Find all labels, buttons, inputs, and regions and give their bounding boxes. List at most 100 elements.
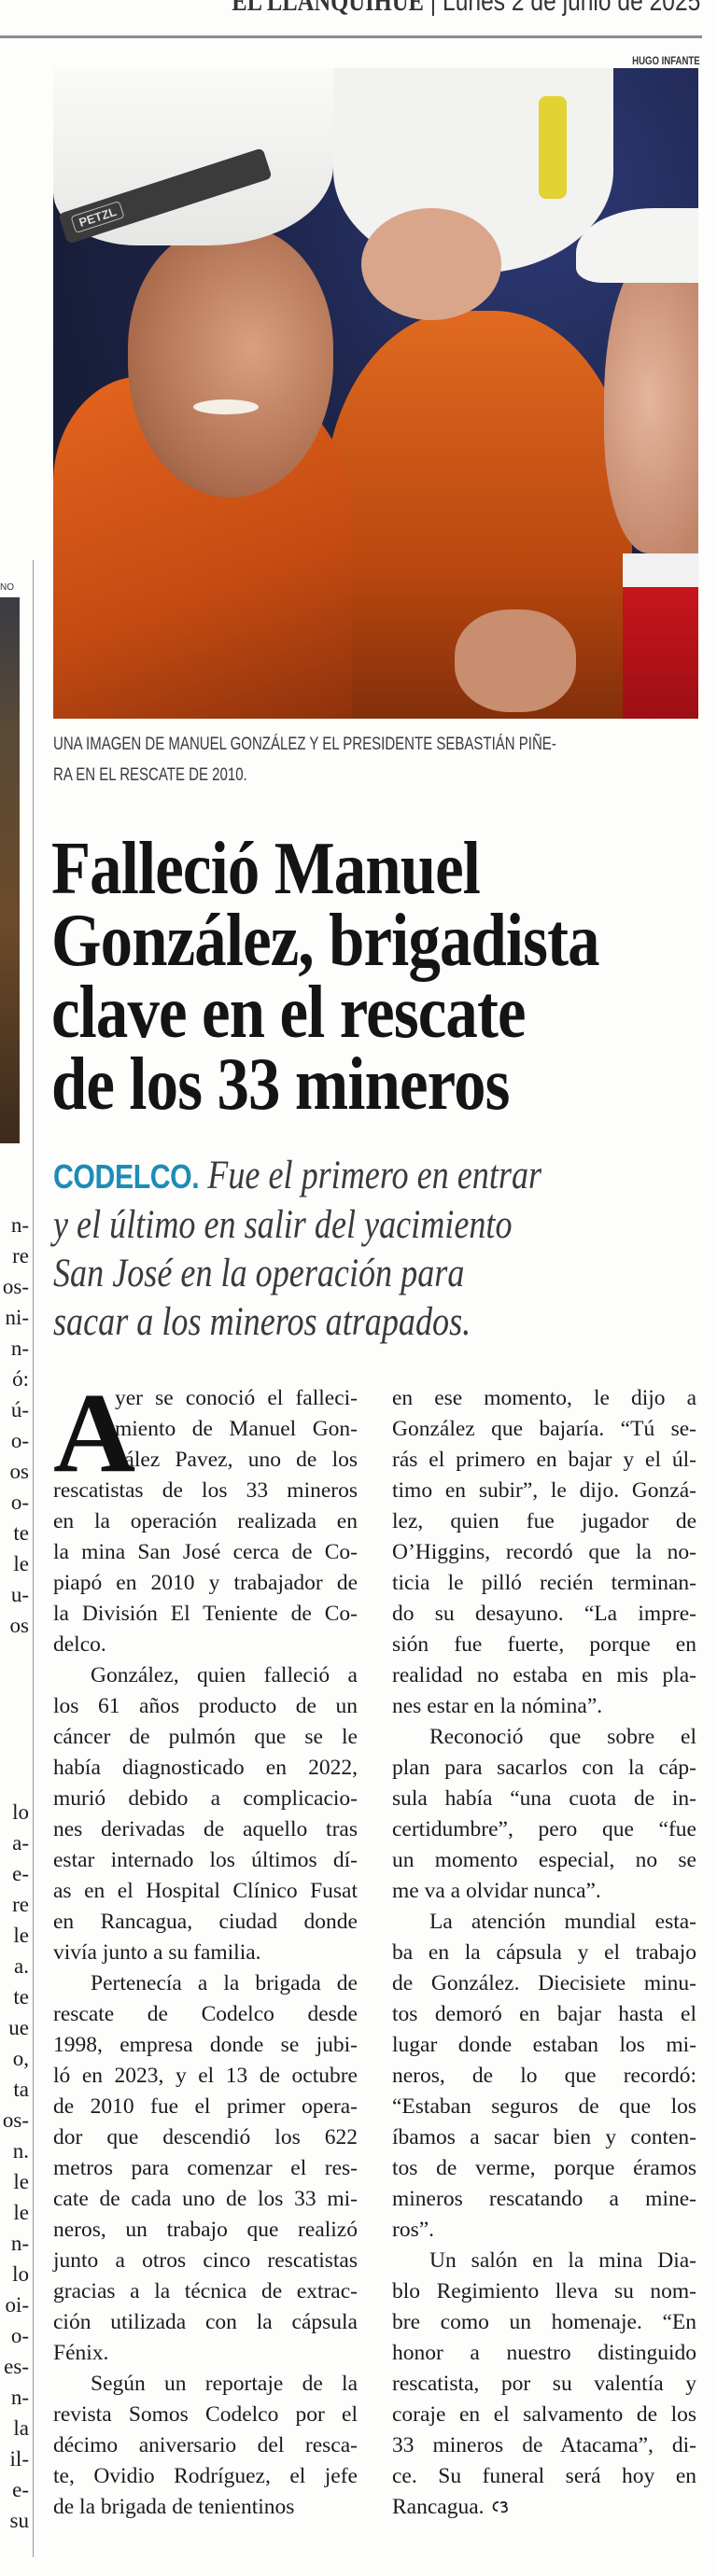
body-line: Fénix. — [53, 2338, 358, 2369]
body-text: ción utilizada con la cápsula — [53, 2310, 358, 2334]
body-text: Un salón en la mina Dia- — [429, 2248, 696, 2273]
issue-date: Lunes 2 de junio de 2025 — [442, 0, 700, 17]
body-text: zález Pavez, uno de los — [115, 1448, 358, 1472]
body-text: ló en 2023, y el 13 de octubre — [53, 2064, 358, 2088]
body-line: de González. Diecisiete minu- — [392, 1968, 696, 1999]
body-text: estar internado los últimos dí- — [53, 1848, 358, 1872]
body-line: ticia le pilló recién terminan- — [392, 1568, 696, 1599]
body-line: la División El Teniente de Co- — [53, 1599, 358, 1630]
neighbor-fragment: le — [13, 1552, 29, 1575]
masthead-separator: | — [423, 0, 443, 17]
body-text: coraje en el salvamento de los — [392, 2402, 696, 2427]
body-line: Un salón en la mina Dia- — [392, 2246, 696, 2276]
neighbor-fragment: te — [13, 1521, 29, 1545]
body-line: estar internado los últimos dí- — [53, 1845, 358, 1876]
body-text: as en el Hospital Clínico Fusat — [53, 1879, 358, 1903]
body-text: en ese momento, le dijo a — [392, 1386, 696, 1410]
body-line: ló en 2023, y el 13 de octubre — [53, 2061, 358, 2092]
body-text: cate de cada uno de los 33 mi- — [53, 2187, 358, 2211]
drop-cap: A — [53, 1370, 136, 1496]
neighbor-fragment: n- — [10, 2232, 29, 2255]
neighbor-fragment: a- — [12, 1831, 29, 1855]
body-text: ba en la cápsula y el trabajo — [392, 1940, 696, 1965]
body-text: González, quien falleció a — [91, 1663, 358, 1687]
body-line: junto a otros cinco rescatistas — [53, 2246, 358, 2276]
body-line: O’Higgins, recordó que la no- — [392, 1537, 696, 1568]
body-text: íbamos a sacar bien y conten- — [392, 2125, 696, 2149]
body-line: González que bajaría. “Tú se- — [392, 1414, 696, 1445]
body-text: gracias a la técnica de extrac- — [53, 2279, 358, 2303]
body-text: sula había “una cuota de in- — [392, 1786, 696, 1811]
body-line: sión fue fuerte, porque en — [392, 1630, 696, 1660]
body-text: rás el primero en bajar y el úl- — [392, 1448, 696, 1472]
body-text: décimo aniversario del resca- — [53, 2433, 358, 2457]
body-line: honor a nuestro distinguido — [392, 2338, 696, 2369]
neighbor-photo — [0, 597, 20, 1143]
body-text: ros”. — [392, 2218, 435, 2242]
body-text: de González. Diecisiete minu- — [392, 1971, 696, 1995]
body-line: tos de verme, porque éramos — [392, 2153, 696, 2184]
photo-caption: UNA IMAGEN DE MANUEL GONZÁLEZ Y EL PRESI… — [53, 729, 643, 791]
body-column-2: en ese momento, le dijo a González que ba… — [392, 1383, 696, 2523]
body-line: Pertenecía a la brigada de — [53, 1968, 358, 1999]
neighbor-fragment: a. — [14, 1954, 29, 1978]
body-column-1: A yer se conoció el falleci-miento de Ma… — [53, 1370, 358, 2523]
body-text: nes estar en la nómina”. — [392, 1694, 603, 1718]
body-text: la División El Teniente de Co- — [53, 1602, 358, 1626]
body-line: había diagnosticado en 2022, — [53, 1753, 358, 1784]
body-line: de 2010 fue el primer opera- — [53, 2092, 358, 2122]
neighbor-fragment: ni- — [5, 1306, 29, 1329]
body-text: Rancagua. — [392, 2495, 485, 2519]
lead-line: y el último en salir del yacimiento — [53, 1203, 513, 1247]
body-text: 33 mineros de Atacama”, di- — [392, 2433, 696, 2457]
photo-credit: HUGO INFANTE — [632, 54, 700, 67]
body-line: sula había “una cuota de in- — [392, 1784, 696, 1814]
body-text: rescatista, por su valentía y — [392, 2372, 696, 2396]
body-line: un momento especial, no se — [392, 1845, 696, 1876]
body-line: ros”. — [392, 2215, 696, 2246]
body-text: realidad no estaba en mis pla- — [392, 1663, 696, 1687]
neighbor-fragment: le — [13, 2201, 29, 2224]
body-text: lugar donde estaban los mi- — [392, 2033, 696, 2057]
body-text: Según un reportaje de la — [91, 2372, 358, 2396]
neighbor-text-fragments: n-re os-ni-n-ó: ú-o-os o-te le u-os — [0, 1210, 29, 1641]
section-kicker: CODELCO. — [53, 1157, 200, 1196]
body-line: 1998, empresa donde se jubi- — [53, 2030, 358, 2061]
body-line: te, Ovidio Rodríguez, el jefe — [53, 2461, 358, 2492]
neighbor-fragment: lo — [12, 1800, 29, 1824]
headline: Falleció Manuel González, brigadista cla… — [51, 828, 694, 1122]
body-line: Reconoció que sobre el — [392, 1722, 696, 1753]
headline-line: Falleció Manuel — [51, 828, 481, 910]
body-text: cáncer de pulmón que se le — [53, 1725, 358, 1749]
body-line: bre como un homenaje. “En — [392, 2307, 696, 2338]
body-text: un momento especial, no se — [392, 1848, 696, 1872]
neighbor-fragment: os — [9, 1614, 29, 1637]
body-line: cate de cada uno de los 33 mi- — [53, 2184, 358, 2215]
body-text: ce. Su funeral será hoy en — [392, 2464, 696, 2488]
body-line: ba en la cápsula y el trabajo — [392, 1938, 696, 1968]
neighbor-fragment: o- — [10, 1429, 29, 1452]
body-line: de la brigada de tenientinos — [53, 2492, 358, 2523]
body-text: murió debido a complicacio- — [53, 1786, 358, 1811]
column-rule — [33, 560, 34, 2557]
body-line: La atención mundial esta- — [392, 1907, 696, 1938]
body-line: delco. — [53, 1630, 358, 1660]
body-line: nes derivadas de aquello tras — [53, 1814, 358, 1845]
lead-paragraph: CODELCO. Fue el primero en entrar y el ú… — [53, 1152, 649, 1347]
body-line: rás el primero en bajar y el úl- — [392, 1445, 696, 1476]
neighbor-fragment: e- — [12, 2478, 29, 2501]
body-text: piapó en 2010 y trabajador de — [53, 1571, 358, 1595]
body-line: gracias a la técnica de extrac- — [53, 2276, 358, 2307]
body-text: yer se conoció el falleci- — [115, 1386, 358, 1410]
body-text: rescate de Codelco desde — [53, 2002, 358, 2026]
neighbor-fragment: le — [13, 1924, 29, 1947]
body-line: metros para comenzar el res- — [53, 2153, 358, 2184]
body-text: en Rancagua, ciudad donde — [53, 1910, 358, 1934]
neighbor-fragment: os — [9, 1460, 29, 1483]
body-line: miento de Manuel Gon- — [53, 1414, 358, 1445]
neighbor-fragment: re — [12, 1244, 29, 1267]
neighbor-fragment: e- — [12, 1862, 29, 1885]
caption-line: UNA IMAGEN DE MANUEL GONZÁLEZ Y EL PRESI… — [53, 735, 556, 754]
body-text: plan para sacarlos con la cáp- — [392, 1756, 696, 1780]
body-line: rescatistas de los 33 mineros — [53, 1476, 358, 1506]
